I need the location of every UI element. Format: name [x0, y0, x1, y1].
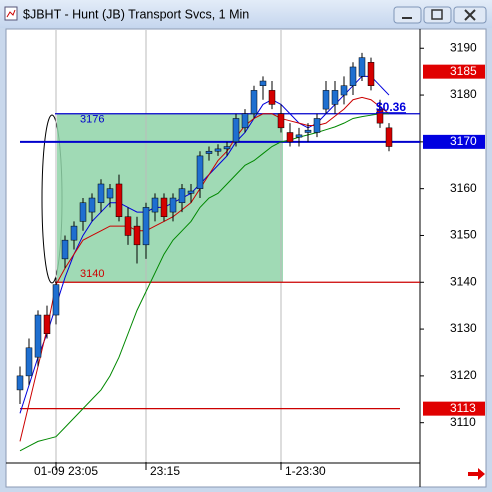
y-tick-label: 3180 [450, 87, 477, 101]
candle-body [304, 129, 312, 133]
candle-body [223, 146, 231, 150]
candle-body [16, 375, 24, 391]
price-tag [423, 64, 485, 79]
y-tick-label: 3140 [450, 274, 477, 288]
moving-average [19, 75, 390, 414]
annotation: $0.36 [376, 100, 406, 114]
x-tick-label: 23:15 [150, 464, 180, 478]
candle-body [124, 216, 132, 236]
price-tag-label: 3185 [450, 64, 477, 78]
y-tick-label: 3160 [450, 181, 477, 195]
close-glyph [464, 9, 476, 21]
candle-body [358, 57, 366, 77]
price-line-label: 3140 [80, 268, 104, 280]
candle-body [88, 197, 96, 213]
candle-body [34, 314, 42, 358]
candle-body [277, 113, 285, 129]
x-tick-label: 1-23:30 [285, 464, 326, 478]
candle-body [322, 90, 330, 110]
candle-body [295, 134, 303, 138]
candle-body [43, 314, 51, 335]
candle-body [250, 90, 258, 115]
candle-body [25, 347, 33, 377]
candle-body [367, 62, 375, 86]
y-tick-label: 3130 [450, 321, 477, 335]
y-tick-label: 3110 [450, 415, 476, 429]
candle-body [286, 132, 294, 143]
candle-body [160, 197, 168, 217]
candle-body [52, 284, 60, 316]
candle-body [214, 148, 222, 152]
y-tick-label: 3120 [450, 368, 477, 382]
y-tick-label: 3190 [450, 40, 477, 54]
price-tag-label: 3170 [450, 134, 477, 148]
candle-body [196, 155, 204, 189]
candle-body [385, 127, 393, 147]
candle-body [241, 113, 249, 129]
price-tag [423, 134, 485, 149]
candle-body [115, 183, 123, 217]
candle-body [106, 188, 114, 199]
moving-average [19, 96, 390, 442]
candle-body [268, 90, 276, 105]
moving-average [19, 113, 389, 452]
scroll-arrow[interactable] [468, 468, 485, 480]
candle-body [61, 239, 69, 260]
candle-body [232, 118, 240, 143]
price-tag-label: 3113 [450, 401, 476, 415]
candle-body [178, 188, 186, 203]
candle-body [331, 90, 339, 105]
minimize-button[interactable] [393, 6, 422, 24]
candle-body [70, 225, 78, 241]
window-icon-glyph [6, 9, 16, 18]
maximize-button[interactable] [423, 6, 452, 24]
price-line-label: 3176 [80, 114, 104, 126]
candle-body [187, 190, 195, 194]
candle-body [133, 225, 141, 246]
window-title: $JBHT - Hunt (JB) Transport Svcs, 1 Min [23, 7, 249, 21]
candle-body [142, 207, 150, 246]
candle-body [169, 197, 177, 213]
candle-body [259, 80, 267, 86]
candle-body [79, 202, 87, 222]
candle-body [151, 197, 159, 213]
candle-body [340, 85, 348, 96]
y-tick-label: 3150 [450, 228, 477, 242]
x-tick-label: 01-09 23:05 [34, 464, 98, 478]
price-tag [423, 401, 485, 416]
candle-body [376, 108, 384, 124]
candle-body [97, 183, 105, 203]
candle-body [349, 66, 357, 86]
candle-body [313, 118, 321, 133]
candle-body [205, 150, 213, 154]
maximize-glyph [431, 9, 443, 20]
